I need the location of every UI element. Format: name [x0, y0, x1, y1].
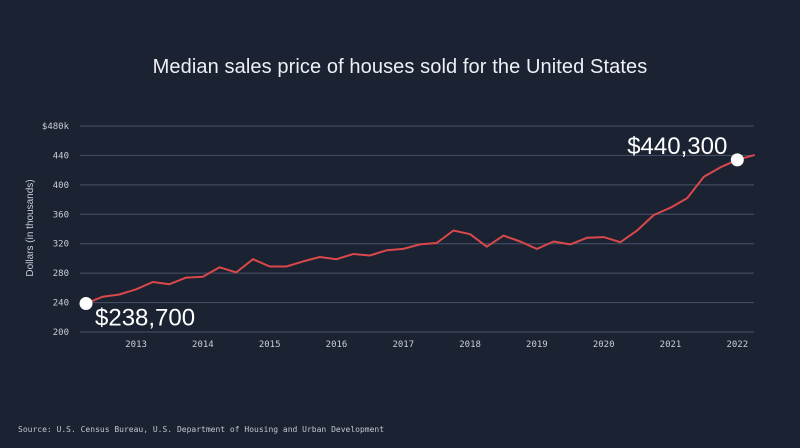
y-tick-label: 400 — [53, 181, 69, 191]
annotation-label-0: $238,700 — [95, 305, 195, 332]
y-tick-label: 320 — [53, 240, 69, 250]
x-tick-label: 2014 — [192, 340, 214, 350]
series-layer — [85, 154, 755, 305]
y-tick-label: 240 — [53, 299, 69, 309]
x-tick-label: 2013 — [125, 340, 147, 350]
y-tick-label: 360 — [53, 210, 69, 220]
chart-title: Median sales price of houses sold for th… — [152, 56, 648, 78]
y-tick-label: 200 — [53, 328, 69, 338]
y-axis-ticks: 200 240 280 320 360 400 440 $480k — [42, 122, 70, 338]
source-note: Source: U.S. Census Bureau, U.S. Departm… — [18, 425, 385, 434]
x-tick-label: 2020 — [593, 340, 615, 350]
annotation-label-1: $440,300 — [627, 133, 727, 160]
x-tick-label: 2019 — [526, 340, 548, 350]
x-axis-ticks: 2013 2014 2015 2016 2017 2018 2019 2020 2021 2022 — [125, 340, 748, 350]
x-tick-label: 2018 — [459, 340, 481, 350]
x-tick-label: 2017 — [392, 340, 414, 350]
annotations: $238,700 $440,300 — [79, 133, 744, 332]
series-line-0 — [85, 154, 755, 305]
x-tick-label: 2016 — [326, 340, 348, 350]
grid-lines — [80, 125, 754, 333]
annotation-marker-1 — [730, 153, 744, 167]
x-tick-label: 2022 — [726, 340, 748, 350]
x-tick-label: 2021 — [660, 340, 682, 350]
y-axis-label: Dollars (in thousands) — [25, 179, 36, 276]
y-tick-label: 440 — [53, 151, 69, 161]
y-tick-label: 280 — [53, 269, 69, 279]
annotation-marker-0 — [79, 297, 93, 311]
x-tick-label: 2015 — [259, 340, 281, 350]
y-tick-label: $480k — [42, 122, 70, 132]
